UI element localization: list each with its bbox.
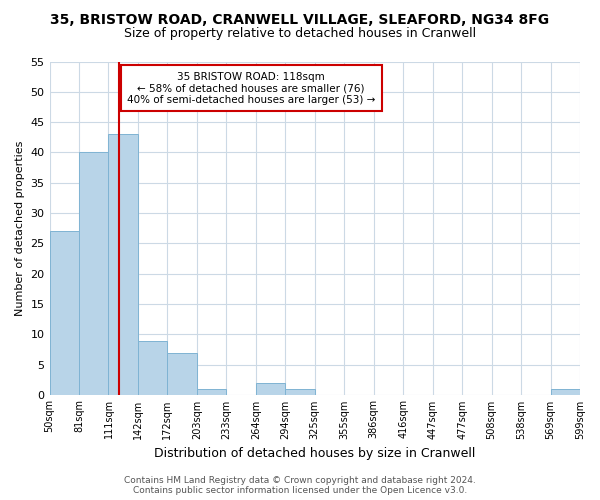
Bar (50, 232, 79, 395)
Bar (256, 383, 286, 395)
Text: 35 BRISTOW ROAD: 118sqm
← 58% of detached houses are smaller (76)
40% of semi-de: 35 BRISTOW ROAD: 118sqm ← 58% of detache… (127, 72, 376, 104)
Bar (138, 340, 167, 395)
Bar (79, 152, 109, 395)
Text: 35, BRISTOW ROAD, CRANWELL VILLAGE, SLEAFORD, NG34 8FG: 35, BRISTOW ROAD, CRANWELL VILLAGE, SLEA… (50, 12, 550, 26)
Bar (286, 389, 315, 395)
Bar (197, 389, 226, 395)
Bar (109, 134, 138, 395)
Y-axis label: Number of detached properties: Number of detached properties (15, 140, 25, 316)
Bar (167, 352, 197, 395)
Text: Size of property relative to detached houses in Cranwell: Size of property relative to detached ho… (124, 28, 476, 40)
X-axis label: Distribution of detached houses by size in Cranwell: Distribution of detached houses by size … (154, 447, 475, 460)
Bar (551, 389, 580, 395)
Text: Contains HM Land Registry data © Crown copyright and database right 2024.
Contai: Contains HM Land Registry data © Crown c… (124, 476, 476, 495)
